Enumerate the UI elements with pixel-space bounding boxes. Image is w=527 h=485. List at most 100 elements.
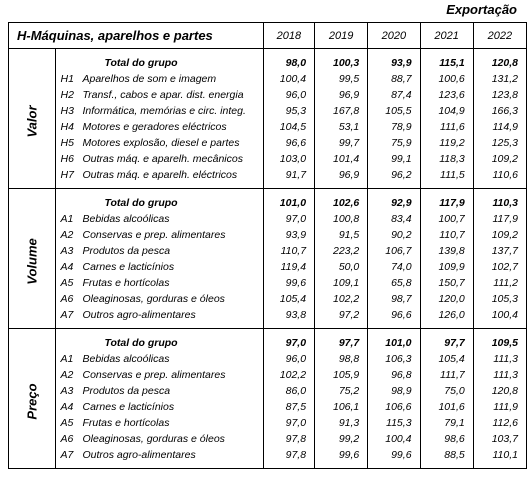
value-cell: 93,8 bbox=[262, 307, 316, 329]
value-cell: 105,4 bbox=[262, 291, 316, 307]
value-cell: 105,4 bbox=[419, 351, 474, 367]
row-label-cell: A2 Conservas e prep. alimentares bbox=[55, 227, 264, 243]
year-header: 2020 bbox=[367, 22, 421, 49]
row-code: A7 bbox=[60, 449, 74, 461]
row-code: A2 bbox=[60, 369, 74, 381]
row-code: A6 bbox=[60, 293, 74, 305]
total-value: 109,5 bbox=[472, 328, 527, 351]
data-row: A2 Conservas e prep. alimentares 93,9 91,5 9… bbox=[9, 227, 527, 243]
row-code: A6 bbox=[60, 433, 74, 445]
value-cell: 111,3 bbox=[472, 367, 527, 383]
value-cell: 104,5 bbox=[262, 119, 316, 135]
section: Valor Total do grupo 98,0 100,3 93,9 115,1 120… bbox=[7, 48, 527, 189]
value-cell: 102,2 bbox=[314, 291, 369, 307]
year-header: 2019 bbox=[314, 22, 369, 49]
value-cell: 223,2 bbox=[314, 243, 369, 259]
data-row: H3 Informática, memórias e circ. integ. 95… bbox=[9, 103, 527, 119]
row-code: H5 bbox=[60, 137, 74, 149]
row-label-cell: A4 Carnes e lacticínios bbox=[55, 399, 264, 415]
row-code: A2 bbox=[60, 229, 74, 241]
total-value: 98,0 bbox=[262, 48, 316, 71]
row-label: Conservas e prep. alimentares bbox=[82, 369, 226, 381]
total-value: 100,3 bbox=[314, 48, 369, 71]
section: Preço Total do grupo 97,0 97,7 101,0 97,7 109,… bbox=[7, 328, 527, 469]
value-cell: 106,7 bbox=[367, 243, 421, 259]
data-row: H1 Aparelhos de som e imagem 100,4 99,5 88,7… bbox=[9, 71, 527, 87]
value-cell: 111,3 bbox=[472, 351, 527, 367]
value-cell: 103,7 bbox=[472, 431, 527, 447]
value-cell: 93,9 bbox=[262, 227, 316, 243]
value-cell: 110,1 bbox=[472, 447, 527, 469]
row-code: A3 bbox=[60, 245, 74, 257]
row-code: H4 bbox=[60, 121, 74, 133]
total-label-cell: Total do grupo bbox=[55, 48, 264, 71]
value-cell: 106,1 bbox=[314, 399, 369, 415]
data-row: H5 Motores explosão, diesel e partes 96,6 9… bbox=[9, 135, 527, 151]
value-cell: 96,8 bbox=[367, 367, 421, 383]
value-cell: 83,4 bbox=[367, 211, 421, 227]
value-cell: 95,3 bbox=[262, 103, 316, 119]
data-row: A2 Conservas e prep. alimentares 102,2 105,… bbox=[9, 367, 527, 383]
value-cell: 98,8 bbox=[314, 351, 369, 367]
value-cell: 119,2 bbox=[419, 135, 474, 151]
value-cell: 100,4 bbox=[262, 71, 316, 87]
row-label-cell: H1 Aparelhos de som e imagem bbox=[55, 71, 264, 87]
value-cell: 99,1 bbox=[367, 151, 421, 167]
data-row: H4 Motores e geradores eléctricos 104,5 53,… bbox=[9, 119, 527, 135]
value-cell: 90,2 bbox=[367, 227, 421, 243]
value-cell: 87,4 bbox=[367, 87, 421, 103]
data-table: H-Máquinas, aparelhos e partes 2018 2019 20… bbox=[7, 22, 527, 469]
value-cell: 96,0 bbox=[262, 351, 316, 367]
value-cell: 53,1 bbox=[314, 119, 369, 135]
value-cell: 91,3 bbox=[314, 415, 369, 431]
total-value: 101,0 bbox=[262, 188, 316, 211]
value-cell: 101,6 bbox=[419, 399, 474, 415]
row-label-cell: A3 Produtos da pesca bbox=[55, 243, 264, 259]
total-label: Total do grupo bbox=[104, 197, 178, 209]
value-cell: 101,4 bbox=[314, 151, 369, 167]
row-label-cell: H3 Informática, memórias e circ. integ. bbox=[55, 103, 264, 119]
row-label: Outros agro-alimentares bbox=[82, 449, 196, 461]
section-label: Preço bbox=[24, 383, 40, 420]
value-cell: 75,0 bbox=[419, 383, 474, 399]
data-row: A1 Bebidas alcoólicas 97,0 100,8 83,4 100,7 11… bbox=[9, 211, 527, 227]
total-value: 93,9 bbox=[367, 48, 421, 71]
value-cell: 105,3 bbox=[472, 291, 527, 307]
value-cell: 74,0 bbox=[367, 259, 421, 275]
row-code: H1 bbox=[60, 73, 74, 85]
value-cell: 102,7 bbox=[472, 259, 527, 275]
total-value: 97,7 bbox=[314, 328, 369, 351]
section-cell: Volume bbox=[7, 188, 57, 329]
value-cell: 96,6 bbox=[262, 135, 316, 151]
value-cell: 97,0 bbox=[262, 415, 316, 431]
value-cell: 88,7 bbox=[367, 71, 421, 87]
value-cell: 123,8 bbox=[472, 87, 527, 103]
data-row: A6 Oleaginosas, gorduras e óleos 97,8 99,2 1… bbox=[9, 431, 527, 447]
row-code: A5 bbox=[60, 277, 74, 289]
row-label: Bebidas alcoólicas bbox=[82, 353, 170, 365]
total-value: 97,0 bbox=[262, 328, 316, 351]
row-label: Oleaginosas, gorduras e óleos bbox=[82, 433, 225, 445]
value-cell: 98,9 bbox=[367, 383, 421, 399]
total-value: 115,1 bbox=[419, 48, 474, 71]
value-cell: 100,8 bbox=[314, 211, 369, 227]
data-row: A5 Frutas e hortícolas 99,6 109,1 65,8 150,7 1… bbox=[9, 275, 527, 291]
value-cell: 114,9 bbox=[472, 119, 527, 135]
value-cell: 99,2 bbox=[314, 431, 369, 447]
value-cell: 97,8 bbox=[262, 447, 316, 469]
row-label: Transf., cabos e apar. dist. energia bbox=[82, 89, 244, 101]
row-label-cell: A7 Outros agro-alimentares bbox=[55, 447, 264, 469]
total-value: 101,0 bbox=[367, 328, 421, 351]
value-cell: 109,2 bbox=[472, 227, 527, 243]
year-header: 2022 bbox=[472, 22, 527, 49]
value-cell: 96,6 bbox=[367, 307, 421, 329]
value-cell: 103,0 bbox=[262, 151, 316, 167]
row-code: H2 bbox=[60, 89, 74, 101]
total-label-cell: Total do grupo bbox=[55, 188, 264, 211]
value-cell: 91,5 bbox=[314, 227, 369, 243]
value-cell: 100,6 bbox=[419, 71, 474, 87]
data-row: H6 Outras máq. e aparelh. mecânicos 103,0 1… bbox=[9, 151, 527, 167]
value-cell: 166,3 bbox=[472, 103, 527, 119]
row-label-cell: A5 Frutas e hortícolas bbox=[55, 275, 264, 291]
